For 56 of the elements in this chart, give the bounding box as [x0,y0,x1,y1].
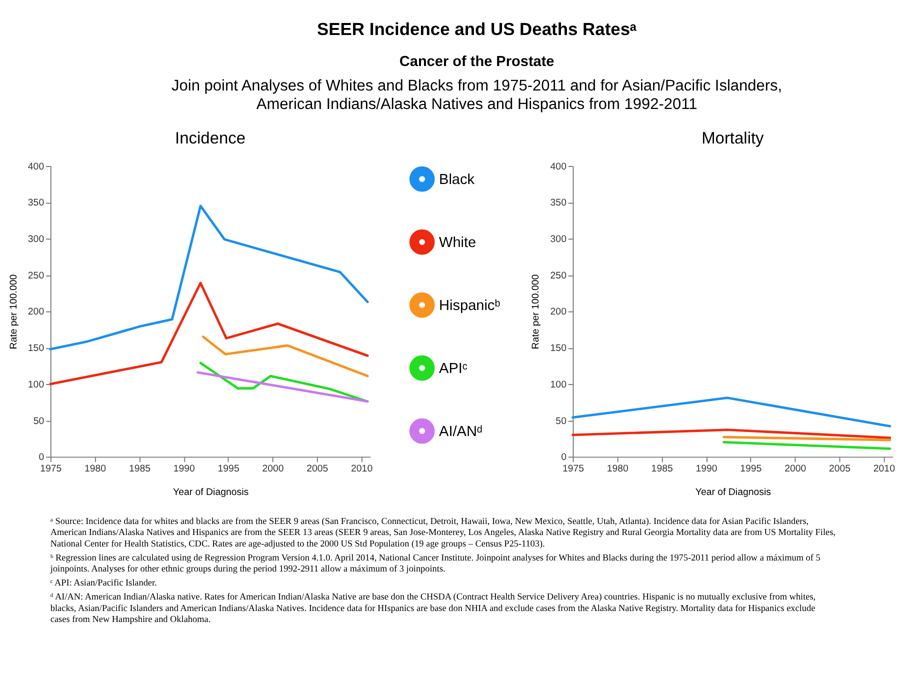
x-tick-label: 1975 [40,464,62,475]
line-series [49,282,369,386]
y-tick-label: 350 [550,198,568,209]
y-tick-label: 350 [28,198,45,209]
x-tick-label: 1990 [173,464,196,475]
text: SEER Incidence and US Deaths Ratesᵃ [317,19,638,40]
x-axis-title: Year of Diagnosis [695,486,772,498]
x-tick-label: 2005 [828,464,851,475]
text: Join point Analyses of Whites and Blacks from 1975-2011 and for Asian/Pacific Islanders, American Indians/Alaska Natives and Hispanics from 1992-2011 [172,77,782,113]
legend-label: Hispanicᵇ [439,298,501,314]
y-tick-label: 0 [38,452,45,464]
y-tick-label: 200 [550,306,568,318]
legend-label: Black [439,172,476,188]
text: ᵇ Regression lines are calculated using de Regression Program Version 4.1.0. April 2014, National Cancer Institute. Joinpoint analyses for Whites and Blacks during the 1975-2011 period allow a máximum of 5 joinpoints. Analyses for other ethnic groups during the period 1992-2911 allow a máximum of 3 joinpoints. [49,552,821,574]
y-tick-label: 250 [550,270,568,282]
line-series [49,204,369,350]
x-tick-label: 1980 [84,464,107,475]
chart-title: Mortality [702,130,765,148]
x-tick-label: 2010 [873,464,896,475]
x-tick-label: 2000 [784,464,807,475]
y-tick-label: 400 [550,161,568,172]
y-tick-label: 150 [550,343,568,354]
x-tick-label: 1980 [606,464,630,475]
x-tick-label: 2005 [306,464,328,475]
y-tick-label: 100 [550,379,568,390]
y-tick-label: 200 [28,306,45,318]
y-axis-title: Rate per 100.000 [8,274,20,350]
y-tick-label: 50 [33,416,45,427]
x-tick-label: 2000 [262,464,284,475]
y-tick-label: 250 [28,270,45,282]
chart-title: Incidence [175,130,246,148]
y-tick-label: 150 [28,343,45,354]
line-series [199,362,369,403]
y-tick-label: 0 [561,452,568,464]
legend-label: AI/ANᵈ [439,424,482,440]
y-axis-title: Rate per 100.000 [530,274,542,350]
text: ᵃ Source: Incidence data for whites and blacks are from the SEER 9 areas (San Francisco, Connecticut, Detroit, Hawaii, Iowa, New Mexico, Seattle, Utah, Atlanta). Incidence data for Asian Pacific Islanders, American Indians/Alaska Natives and Hispanics are from the SEER 13 areas (SEER 9 areas, San Jose-Monterey, Los Angeles, Alaska Native Registry and Rural Georgia Mortality data are from US Mortality Files, National Center for Health Statistics, CDC. Rates are age-adjusted to the 2000 US Std Population (19 age groups – Census P25-1103). [50,516,836,548]
line-series [202,336,369,378]
y-tick-label: 100 [28,379,45,390]
x-tick-label: 1985 [651,464,673,475]
text: ᶜ API: Asian/Pacific Islander. [50,578,157,588]
x-tick-label: 1995 [218,464,240,475]
x-tick-label: 2010 [351,464,374,475]
x-tick-label: 1985 [128,464,150,475]
x-tick-label: 1995 [740,464,762,475]
y-tick-label: 50 [556,416,568,427]
legend-label: White [439,234,476,251]
y-tick-label: 300 [28,234,45,246]
x-axis-title: Year of Diagnosis [173,486,249,498]
y-tick-label: 400 [28,161,45,172]
legend-label: APIᶜ [439,360,468,377]
text: ᵈ AI/AN: American Indian/Alaska native. Rates for American Indian/Alaska Native are base don the CHSDA (Contract Health Service Delivery Area) countries. Hispanic is no mutually exclusive from whites, blacks, Asian/Pacific Islanders and American Indians/Alaska Natives. Incidence data for HIspanics are base don NHIA and exclude cases from the Alaska Native Registry. Mortality data for Hispanics exclude cases from New Hampshire and Oklahoma. [50,592,816,624]
x-tick-label: 1975 [562,464,584,475]
y-tick-label: 300 [550,234,568,246]
text: Cancer of the Prostate [399,54,554,70]
x-tick-label: 1990 [696,464,718,475]
